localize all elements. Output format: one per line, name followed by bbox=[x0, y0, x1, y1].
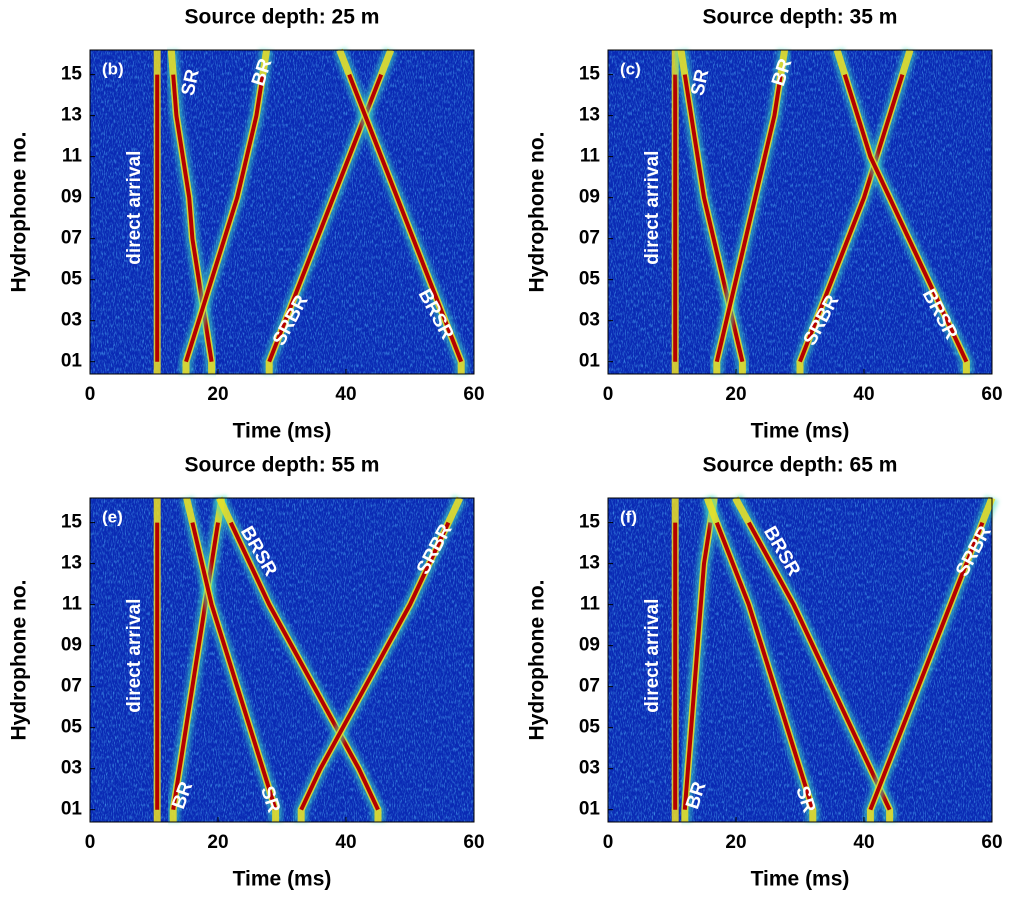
panel bbox=[90, 495, 474, 822]
x-tick-label: 20 bbox=[207, 832, 228, 853]
plot-frame bbox=[607, 497, 993, 823]
x-tick-label: 20 bbox=[725, 384, 746, 405]
y-tick-label: 03 bbox=[61, 310, 82, 331]
y-tick-label: 11 bbox=[62, 594, 83, 615]
panel bbox=[608, 47, 992, 374]
y-tick-label: 09 bbox=[579, 635, 600, 656]
y-axis-label: Hydrophone no. bbox=[8, 580, 31, 741]
x-tick-label: 0 bbox=[85, 384, 96, 405]
chart-title: Source depth: 25 m bbox=[185, 6, 380, 29]
x-tick-label: 40 bbox=[853, 832, 874, 853]
y-tick-label: 09 bbox=[579, 187, 600, 208]
y-tick-label: 05 bbox=[579, 717, 601, 738]
x-axis-label: Time (ms) bbox=[233, 420, 332, 443]
x-tick-label: 40 bbox=[853, 384, 874, 405]
trace-label: direct arrival bbox=[642, 151, 663, 265]
arrival-trace bbox=[798, 74, 905, 363]
y-axis-label: Hydrophone no. bbox=[526, 580, 549, 741]
x-tick-label: 60 bbox=[981, 832, 1002, 853]
x-tick-label: 40 bbox=[335, 384, 356, 405]
panel bbox=[608, 494, 999, 822]
y-tick-label: 01 bbox=[579, 799, 601, 820]
x-axis-label: Time (ms) bbox=[751, 868, 850, 891]
x-tick-label: 0 bbox=[85, 832, 96, 853]
x-tick-label: 0 bbox=[603, 832, 614, 853]
y-tick-label: 01 bbox=[61, 799, 83, 820]
y-tick-label: 07 bbox=[61, 676, 82, 697]
chart-title: Source depth: 65 m bbox=[703, 454, 898, 477]
panel bbox=[90, 47, 474, 374]
arrival-trace bbox=[190, 522, 278, 811]
y-tick-label: 05 bbox=[61, 717, 83, 738]
y-tick-label: 13 bbox=[579, 553, 600, 574]
plot-frame bbox=[89, 49, 475, 375]
x-tick-label: 60 bbox=[981, 384, 1002, 405]
y-tick-label: 07 bbox=[579, 676, 600, 697]
arrival-trace bbox=[347, 73, 464, 363]
panel-label: (f) bbox=[620, 507, 637, 526]
y-tick-label: 03 bbox=[579, 758, 600, 779]
y-tick-label: 07 bbox=[579, 228, 600, 249]
x-tick-label: 40 bbox=[335, 832, 356, 853]
arrival-trace bbox=[228, 521, 380, 811]
y-tick-label: 09 bbox=[61, 187, 82, 208]
trace-label: direct arrival bbox=[642, 599, 663, 713]
y-tick-label: 03 bbox=[579, 310, 600, 331]
x-tick-label: 0 bbox=[603, 384, 614, 405]
y-tick-label: 11 bbox=[580, 594, 601, 615]
x-axis-label: Time (ms) bbox=[233, 868, 332, 891]
arrival-trace bbox=[184, 74, 265, 363]
y-tick-label: 11 bbox=[62, 146, 83, 167]
chart-title: Source depth: 55 m bbox=[185, 454, 380, 477]
plot-frame bbox=[607, 49, 993, 375]
x-tick-label: 60 bbox=[463, 384, 484, 405]
arrival-trace bbox=[842, 74, 969, 363]
arrival-trace bbox=[682, 522, 713, 810]
x-axis-label: Time (ms) bbox=[751, 420, 850, 443]
y-tick-label: 13 bbox=[579, 105, 600, 126]
y-tick-label: 09 bbox=[61, 635, 82, 656]
chart-title: Source depth: 35 m bbox=[703, 6, 898, 29]
arrival-trace bbox=[714, 74, 783, 363]
arrival-trace bbox=[714, 521, 815, 811]
arrival-trace bbox=[868, 521, 985, 811]
plot-frame bbox=[89, 497, 475, 823]
trace-label: direct arrival bbox=[124, 151, 145, 265]
x-tick-label: 20 bbox=[725, 832, 746, 853]
arrival-trace bbox=[747, 521, 892, 811]
y-tick-label: 13 bbox=[61, 105, 82, 126]
y-tick-label: 05 bbox=[579, 269, 601, 290]
trace-label: direct arrival bbox=[124, 599, 145, 713]
y-tick-label: 11 bbox=[580, 146, 601, 167]
x-tick-label: 20 bbox=[207, 384, 228, 405]
y-tick-label: 15 bbox=[579, 64, 601, 85]
plot-texture bbox=[90, 498, 474, 822]
panel-label: (b) bbox=[102, 59, 124, 78]
y-axis-label: Hydrophone no. bbox=[8, 132, 31, 293]
y-tick-label: 15 bbox=[579, 512, 601, 533]
y-tick-label: 05 bbox=[61, 269, 83, 290]
panel-label: (e) bbox=[102, 507, 123, 526]
y-tick-label: 13 bbox=[61, 553, 82, 574]
arrival-trace bbox=[299, 521, 451, 811]
y-axis-label: Hydrophone no. bbox=[526, 132, 549, 293]
y-tick-label: 01 bbox=[61, 351, 83, 372]
panel-label: (c) bbox=[620, 59, 641, 78]
y-tick-label: 03 bbox=[61, 758, 82, 779]
y-tick-label: 15 bbox=[61, 64, 83, 85]
y-tick-label: 15 bbox=[61, 512, 83, 533]
y-tick-label: 01 bbox=[579, 351, 601, 372]
x-tick-label: 60 bbox=[463, 832, 484, 853]
y-tick-label: 07 bbox=[61, 228, 82, 249]
